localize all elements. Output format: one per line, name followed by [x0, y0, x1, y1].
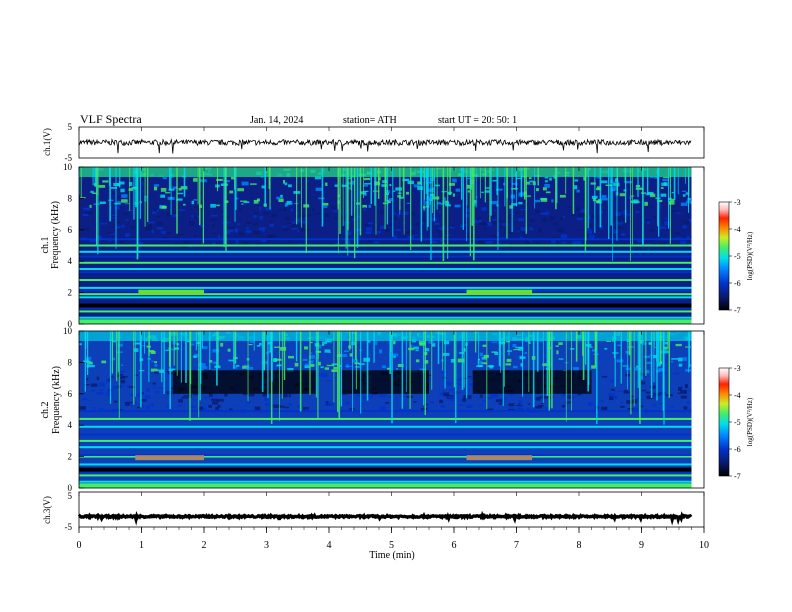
colorbar-tick: -4 [734, 225, 741, 234]
time-tick-label: 7 [514, 540, 519, 551]
ch2-spectrogram-ytick: 10 [63, 326, 73, 336]
ch1-spectrogram-ytick: 2 [68, 288, 73, 298]
ch2-spectrogram-panel: 0 2 4 6 8 10 ch.2 Frequency (kHz) [40, 326, 705, 493]
ch2-colorbar: -3 -4 -5 -6 -7 log(PSD)(V²/Hz) [718, 364, 754, 481]
colorbar-tick: -3 [734, 364, 741, 373]
colorbar-label: log(PSD)(V²/Hz) [746, 397, 754, 446]
station-label: station= ATH [343, 115, 397, 126]
ch1-waveform-panel: 5 -5 ch.1(V) [42, 122, 705, 163]
time-tick-label: 2 [202, 540, 207, 551]
ch2-spectrogram-ytick: 2 [68, 452, 73, 462]
ch1-ytick-bottom: -5 [65, 153, 73, 163]
ch2-spectrogram-ytick: 6 [68, 389, 73, 399]
time-tick-label: 6 [452, 540, 457, 551]
time-axis: 0 1 2 3 4 5 6 7 8 9 10 [77, 127, 709, 551]
ch3-waveform-panel: 5 -5 ch.3(V) [42, 491, 705, 532]
ch1-spectrogram-ytick: 4 [68, 256, 73, 266]
time-tick-label: 0 [77, 540, 82, 551]
colorbar-tick: -6 [734, 279, 741, 288]
colorbar-label: log(PSD)(V²/Hz) [746, 231, 754, 280]
time-axis-label: Time (min) [369, 550, 414, 561]
ch2-spectrogram-ytick: 8 [68, 357, 73, 367]
ch3-ytick-bottom: -5 [65, 522, 73, 532]
colorbar-tick: -7 [734, 306, 741, 315]
time-tick-label: 5 [389, 540, 394, 551]
time-tick-label: 10 [699, 540, 709, 551]
ch2-spectrogram-yticks: 0 2 4 6 8 10 [63, 326, 84, 493]
ch1-ylabel: ch.1(V) [42, 128, 52, 156]
ch2-spectrogram-ylabel-2: Frequency (kHz) [51, 366, 62, 434]
colorbar-tick: -7 [734, 472, 741, 481]
time-tick-label: 4 [327, 540, 332, 551]
ch2-spectrogram-image [79, 331, 692, 488]
ch1-spectrogram-ytick: 6 [68, 225, 73, 235]
ch1-spectrogram-image [79, 167, 692, 324]
chart-title: VLF Spectra [80, 112, 142, 126]
ch1-waveform-line [78, 138, 692, 154]
ch1-spectrogram-ytick: 10 [63, 162, 73, 172]
time-tick-label: 3 [264, 540, 269, 551]
ch3-ylabel: ch.3(V) [42, 496, 52, 524]
ch3-waveform-line [77, 510, 693, 526]
time-tick-label: 1 [139, 540, 144, 551]
ch2-spectrogram-ylabel-1: ch.2 [40, 402, 51, 419]
colorbar-tick: -5 [734, 252, 741, 261]
ch1-spectrogram-ytick: 8 [68, 193, 73, 203]
ch1-spectrogram-yticks: 0 2 4 6 8 10 [63, 162, 84, 329]
ch1-spectrogram-ytick: 0 [68, 319, 73, 329]
ch1-spectrogram-ylabel-1: ch.1 [40, 237, 51, 254]
ch1-colorbar: -3 -4 -5 -6 -7 log(PSD)(V²/Hz) [718, 198, 754, 315]
ch1-spectrogram-ylabel-2: Frequency (kHz) [50, 201, 61, 269]
time-tick-label: 8 [577, 540, 582, 551]
ch1-spectrogram-panel: 0 2 4 6 8 10 ch.1 Frequency (kHz) [40, 162, 705, 329]
ch1-ytick-top: 5 [68, 122, 73, 132]
ch2-spectrogram-ytick: 4 [68, 420, 73, 430]
ch2-spectrogram-ytick: 0 [68, 483, 73, 493]
time-tick-label: 9 [639, 540, 644, 551]
ch3-ytick-top: 5 [68, 491, 73, 501]
colorbar-tick: -5 [734, 418, 741, 427]
colorbar-tick: -3 [734, 198, 741, 207]
colorbar-tick: -6 [734, 445, 741, 454]
date-label: Jan. 14, 2024 [250, 115, 303, 126]
start-time-label: start UT = 20: 50: 1 [438, 115, 517, 126]
colorbar-tick: -4 [734, 391, 741, 400]
